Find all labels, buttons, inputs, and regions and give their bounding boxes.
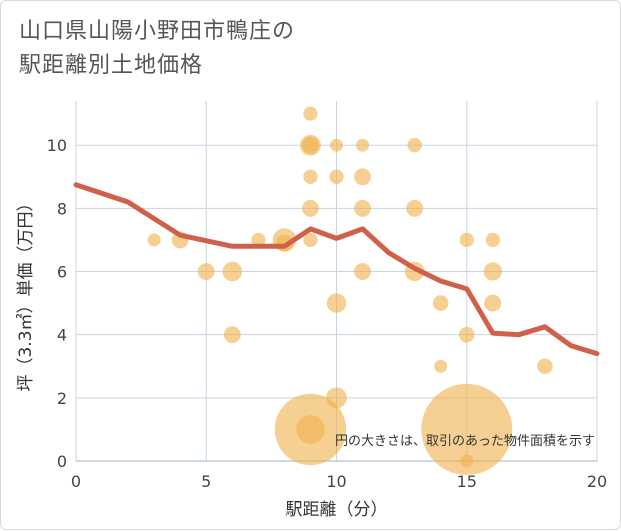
chart-title-line1: 山口県山陽小野田市鴨庄の [19,19,296,44]
y-tick-label: 10 [47,136,67,155]
scatter-point [354,263,371,280]
scatter-point [147,233,161,247]
x-axis-label: 駅距離（分） [286,500,388,520]
scatter-point [434,359,448,373]
scatter-point [421,383,513,475]
average-price-line [73,182,600,357]
chart-title-line2: 駅距離別土地価格 [19,53,204,78]
scatter-point [251,232,266,248]
x-tick-label: 20 [587,472,607,491]
scatter-point [483,262,502,281]
scatter-point [303,169,318,184]
scatter-points [147,106,553,475]
scatter-point [326,387,347,409]
scatter-point [460,454,474,468]
y-tick-label: 6 [57,263,67,282]
scatter-point [354,199,371,217]
x-tick-label: 15 [457,472,477,491]
scatter-point [485,232,500,248]
y-tick-label: 8 [57,199,67,218]
scatter-point [537,358,553,375]
x-tick-label: 10 [326,472,346,491]
chart-title: 山口県山陽小野田市鴨庄の 駅距離別土地価格 [19,15,295,83]
y-tick-label: 2 [57,389,67,408]
scatter-point [407,138,422,153]
scatter-point [432,295,449,311]
scatter-point [302,136,319,154]
scatter-point [223,326,241,344]
y-tick-label: 4 [57,326,67,345]
scatter-point [326,293,347,313]
scatter-point [329,169,344,184]
scatter-point [459,232,474,248]
size-annotation: 円の大きさは、取引のあった物件面積を示す [335,434,595,449]
scatter-point [303,232,318,248]
scatter-point [354,168,371,186]
x-tick-label: 5 [201,472,211,491]
scatter-point [458,326,475,343]
scatter-point [303,106,318,121]
y-axis-label: 坪（3.3㎡）単価（万円） [16,194,36,391]
scatter-point [302,199,319,217]
scatter-point [296,415,325,444]
axis-ticks: 0 5 10 15 20 0 2 4 6 8 10 [47,136,608,491]
scatter-point [197,263,215,280]
scatter-point [484,294,502,312]
scatter-point [330,138,343,152]
scatter-point [222,261,243,282]
scatter-point [406,199,424,217]
y-tick-label: 0 [57,452,67,471]
scatter-point [356,138,370,152]
x-tick-label: 0 [71,472,81,491]
